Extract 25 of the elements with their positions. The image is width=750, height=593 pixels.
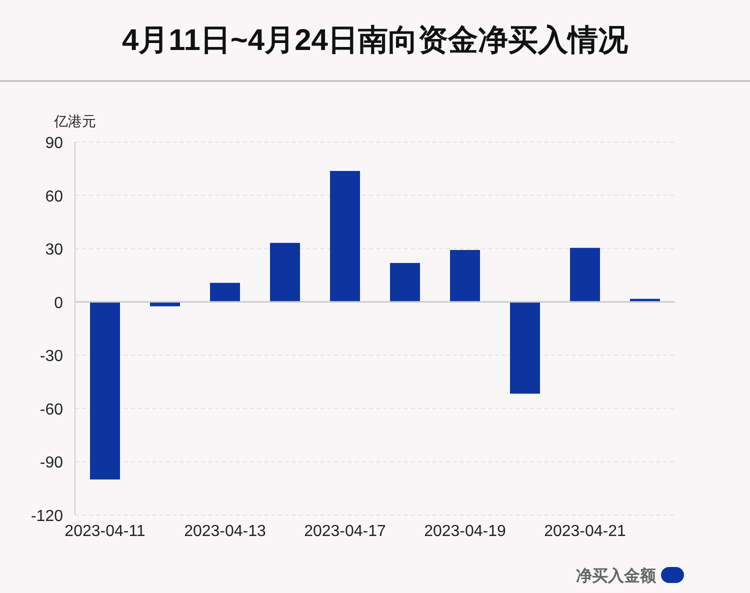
bar (510, 302, 540, 394)
x-tick-label: 2023-04-17 (304, 523, 386, 540)
bar (210, 282, 240, 302)
y-tick-label: -90 (40, 454, 64, 472)
x-tick-label: 2023-04-19 (424, 523, 506, 540)
x-tick-label: 2023-04-13 (184, 523, 266, 540)
legend-label: 净买入金额 (576, 567, 657, 585)
y-tick-label: 30 (45, 242, 64, 259)
bar (330, 170, 360, 302)
y-axis-title: 亿港元 (53, 113, 96, 129)
bar (390, 262, 420, 302)
x-tick-label: 2023-04-21 (544, 523, 626, 540)
y-tick-label: -60 (40, 401, 64, 418)
y-tick-label: 60 (45, 188, 64, 206)
bar (90, 302, 120, 480)
y-tick-label: -120 (30, 508, 64, 525)
y-tick-label: 90 (45, 135, 64, 152)
bar (270, 242, 300, 302)
bar (150, 302, 180, 306)
chart-title: 4月11日~4月24日南向资金净买入情况 (122, 24, 629, 57)
bar (570, 248, 600, 302)
y-tick-label: 0 (54, 294, 64, 312)
bar (450, 250, 480, 302)
x-tick-label: 2023-04-11 (64, 523, 146, 540)
y-tick-label: -30 (40, 348, 64, 366)
